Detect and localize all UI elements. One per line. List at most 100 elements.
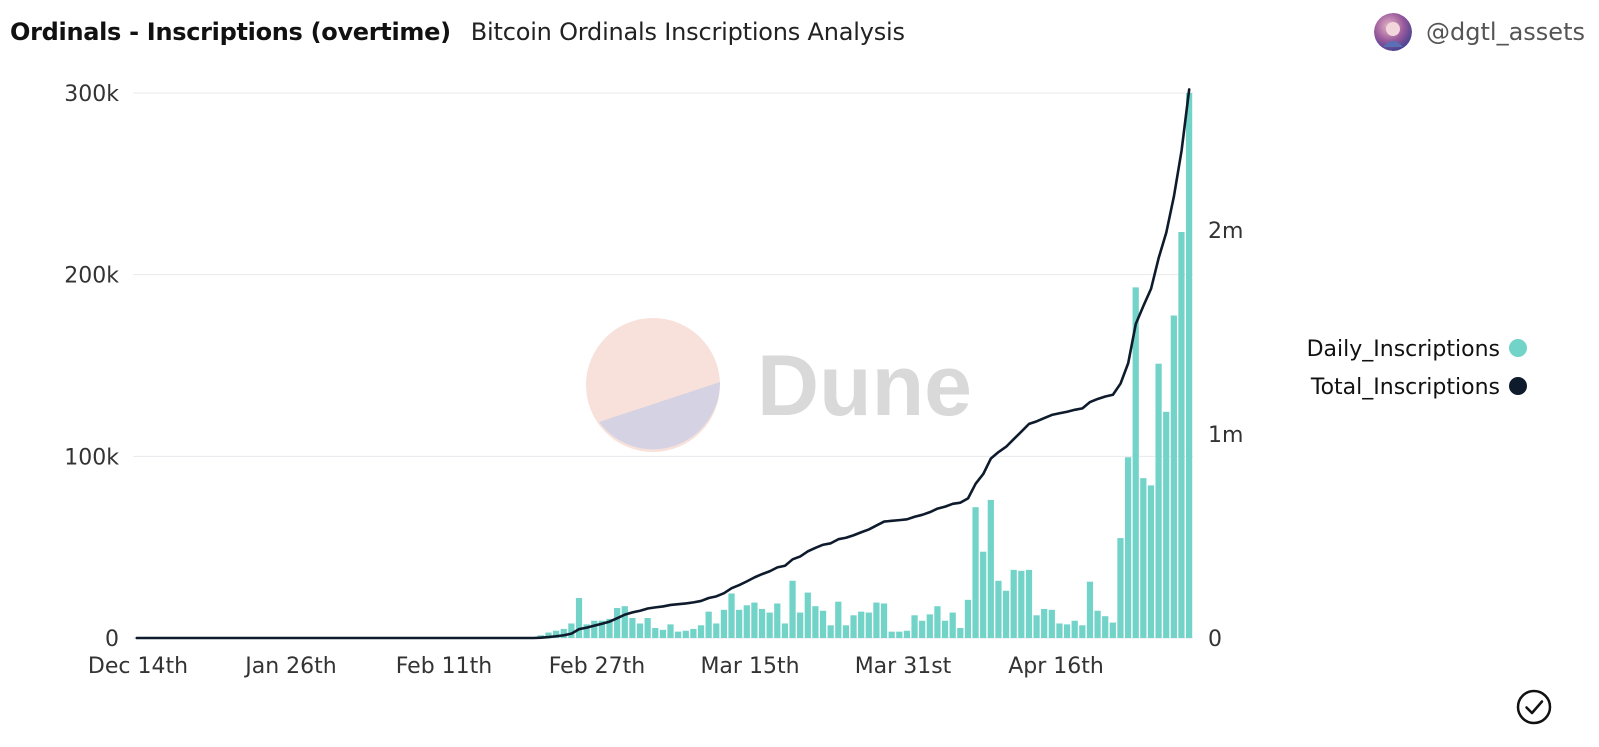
- y-left-tick-label: 100k: [64, 445, 119, 470]
- y-right-tick-label: 2m: [1208, 219, 1243, 244]
- bar-daily-inscriptions[interactable]: [652, 628, 659, 638]
- bar-daily-inscriptions[interactable]: [964, 599, 972, 638]
- bar-daily-inscriptions[interactable]: [1178, 231, 1185, 638]
- bar-daily-inscriptions[interactable]: [583, 624, 590, 638]
- avatar-icon[interactable]: [1374, 13, 1413, 51]
- bar-daily-inscriptions[interactable]: [842, 625, 850, 638]
- bar-daily-inscriptions[interactable]: [797, 612, 804, 638]
- bar-daily-inscriptions[interactable]: [949, 612, 956, 638]
- bar-daily-inscriptions[interactable]: [614, 608, 621, 638]
- bar-daily-inscriptions[interactable]: [1010, 569, 1017, 638]
- bar-daily-inscriptions[interactable]: [1079, 625, 1086, 638]
- x-tick-label: Feb 11th: [396, 654, 493, 679]
- bar-daily-inscriptions[interactable]: [636, 623, 644, 638]
- bar-daily-inscriptions[interactable]: [781, 623, 789, 638]
- bar-daily-inscriptions[interactable]: [880, 603, 888, 638]
- username[interactable]: @dgtl_assets: [1426, 18, 1585, 46]
- bar-daily-inscriptions[interactable]: [682, 630, 689, 638]
- bar-daily-inscriptions[interactable]: [568, 623, 575, 638]
- bar-daily-inscriptions[interactable]: [972, 507, 979, 638]
- bar-daily-inscriptions[interactable]: [1147, 485, 1155, 638]
- bar-daily-inscriptions[interactable]: [1025, 569, 1033, 638]
- bar-daily-inscriptions[interactable]: [827, 625, 834, 638]
- bar-daily-inscriptions[interactable]: [629, 618, 636, 638]
- bar-daily-inscriptions[interactable]: [545, 632, 552, 638]
- bar-daily-inscriptions[interactable]: [690, 628, 697, 638]
- bar-daily-inscriptions[interactable]: [995, 580, 1002, 638]
- chart-header: Ordinals - Inscriptions (overtime) Bitco…: [10, 12, 905, 52]
- bar-daily-inscriptions[interactable]: [1155, 363, 1162, 638]
- user-badge[interactable]: @dgtl_assets: [1374, 12, 1585, 52]
- bar-daily-inscriptions[interactable]: [812, 606, 819, 638]
- bar-daily-inscriptions[interactable]: [644, 618, 651, 638]
- bar-daily-inscriptions[interactable]: [1018, 570, 1025, 638]
- bar-daily-inscriptions[interactable]: [713, 623, 720, 638]
- bar-daily-inscriptions[interactable]: [675, 631, 682, 638]
- bar-daily-inscriptions[interactable]: [865, 612, 872, 638]
- bar-daily-inscriptions[interactable]: [1048, 609, 1055, 638]
- legend-label[interactable]: Total_Inscriptions: [1310, 375, 1500, 400]
- bar-daily-inscriptions[interactable]: [835, 601, 842, 638]
- bar-daily-inscriptions[interactable]: [903, 630, 911, 638]
- bar-daily-inscriptions[interactable]: [697, 625, 705, 638]
- bar-daily-inscriptions[interactable]: [919, 620, 926, 638]
- bar-daily-inscriptions[interactable]: [911, 615, 918, 638]
- bar-daily-inscriptions[interactable]: [1185, 93, 1193, 638]
- bar-daily-inscriptions[interactable]: [804, 592, 811, 638]
- bar-daily-inscriptions[interactable]: [1163, 411, 1170, 638]
- bar-daily-inscriptions[interactable]: [720, 609, 728, 638]
- bar-daily-inscriptions[interactable]: [926, 614, 933, 638]
- bar-daily-inscriptions[interactable]: [941, 620, 949, 638]
- bar-daily-inscriptions[interactable]: [621, 606, 628, 638]
- bar-daily-inscriptions[interactable]: [1063, 624, 1071, 638]
- bar-daily-inscriptions[interactable]: [987, 499, 994, 638]
- bar-daily-inscriptions[interactable]: [850, 615, 857, 638]
- bar-daily-inscriptions[interactable]: [1002, 590, 1010, 638]
- bar-daily-inscriptions[interactable]: [659, 629, 667, 638]
- bar-daily-inscriptions[interactable]: [1041, 608, 1048, 638]
- bar-daily-inscriptions[interactable]: [705, 611, 712, 638]
- legend-marker-icon[interactable]: [1509, 377, 1527, 395]
- legend-marker-icon[interactable]: [1509, 339, 1527, 357]
- bar-daily-inscriptions[interactable]: [1056, 623, 1063, 638]
- bar-daily-inscriptions[interactable]: [957, 628, 964, 638]
- bar-daily-inscriptions[interactable]: [896, 631, 903, 638]
- bar-daily-inscriptions[interactable]: [873, 602, 880, 638]
- bar-daily-inscriptions[interactable]: [553, 630, 560, 638]
- bar-daily-inscriptions[interactable]: [591, 620, 598, 638]
- bar-daily-inscriptions[interactable]: [598, 620, 606, 638]
- bar-daily-inscriptions[interactable]: [934, 606, 941, 638]
- bar-daily-inscriptions[interactable]: [1102, 616, 1109, 638]
- bar-daily-inscriptions[interactable]: [789, 580, 796, 638]
- bar-daily-inscriptions[interactable]: [980, 551, 987, 638]
- bar-daily-inscriptions[interactable]: [728, 593, 735, 638]
- bar-daily-inscriptions[interactable]: [1170, 315, 1177, 638]
- bar-daily-inscriptions[interactable]: [736, 609, 743, 638]
- bar-daily-inscriptions[interactable]: [1033, 615, 1040, 638]
- bar-daily-inscriptions[interactable]: [743, 605, 750, 638]
- bar-daily-inscriptions[interactable]: [1132, 287, 1139, 638]
- bar-daily-inscriptions[interactable]: [1071, 620, 1078, 638]
- legend[interactable]: Daily_Inscriptions Total_Inscriptions: [1307, 337, 1527, 400]
- bar-daily-inscriptions[interactable]: [560, 628, 567, 638]
- bar-daily-inscriptions[interactable]: [888, 631, 895, 638]
- bar-daily-inscriptions[interactable]: [606, 618, 613, 638]
- bar-daily-inscriptions[interactable]: [667, 624, 674, 638]
- total-inscriptions-line[interactable]: [135, 88, 1191, 640]
- bar-daily-inscriptions[interactable]: [751, 602, 758, 638]
- bar-daily-inscriptions[interactable]: [1094, 610, 1101, 638]
- bar-daily-inscriptions[interactable]: [1086, 581, 1094, 638]
- bar-daily-inscriptions[interactable]: [575, 598, 583, 638]
- bar-daily-inscriptions[interactable]: [1124, 457, 1132, 638]
- bar-daily-inscriptions[interactable]: [858, 611, 865, 638]
- bar-daily-inscriptions[interactable]: [819, 610, 827, 638]
- bar-daily-inscriptions[interactable]: [766, 612, 773, 638]
- bar-daily-inscriptions[interactable]: [1140, 478, 1147, 638]
- bar-daily-inscriptions[interactable]: [1109, 622, 1116, 638]
- bar-daily-inscriptions[interactable]: [774, 603, 781, 638]
- bar-daily-inscriptions[interactable]: [1117, 538, 1124, 638]
- check-circle-icon[interactable]: [1515, 688, 1553, 726]
- bar-daily-inscriptions[interactable]: [758, 608, 766, 638]
- legend-label[interactable]: Daily_Inscriptions: [1307, 337, 1500, 362]
